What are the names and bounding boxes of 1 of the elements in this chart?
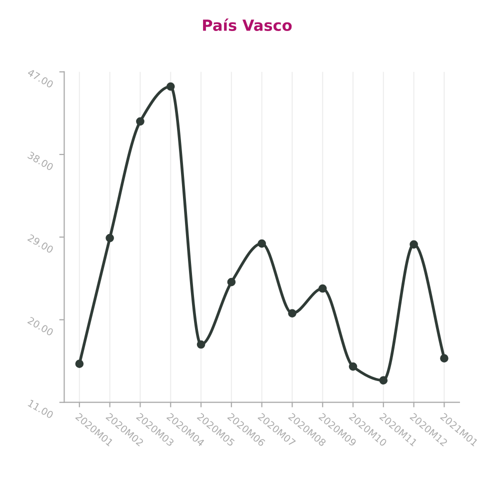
chart-title: País Vasco [203,18,292,31]
